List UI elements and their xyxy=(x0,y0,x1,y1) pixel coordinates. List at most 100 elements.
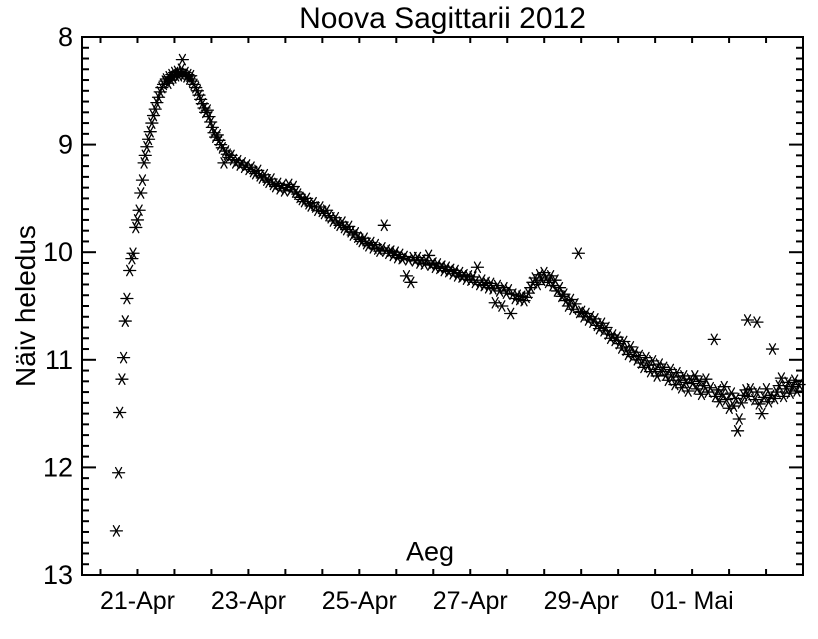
data-point-marker xyxy=(730,424,745,437)
data-point-marker xyxy=(757,391,771,404)
data-point-marker xyxy=(204,116,218,128)
data-point-marker xyxy=(399,270,414,282)
x-tick-label: 01- Mai xyxy=(650,587,733,615)
data-point-marker xyxy=(475,274,489,287)
x-tick-label: 29-Apr xyxy=(544,587,619,615)
x-tick-label: 21-Apr xyxy=(100,587,175,615)
data-point-marker xyxy=(544,270,558,282)
data-point-marker xyxy=(592,322,607,335)
data-point-marker xyxy=(546,279,560,292)
data-point-marker xyxy=(275,179,289,192)
data-point-marker xyxy=(504,307,518,320)
data-point-marker xyxy=(650,370,664,382)
data-point-marker xyxy=(563,293,578,306)
data-point-marker xyxy=(792,378,806,391)
data-point-marker xyxy=(623,341,638,353)
data-point-marker xyxy=(410,251,425,264)
data-point-marker xyxy=(210,129,224,141)
y-tick-label: 11 xyxy=(45,345,73,375)
data-point-marker xyxy=(501,284,516,296)
data-point-marker xyxy=(621,348,635,361)
data-point-marker xyxy=(402,253,416,266)
y-tick-label: 12 xyxy=(43,452,73,482)
data-point-marker xyxy=(129,221,143,234)
data-point-marker xyxy=(448,264,462,277)
data-point-marker xyxy=(497,281,511,294)
data-point-marker xyxy=(120,292,134,305)
data-point-marker xyxy=(768,392,782,405)
data-point-marker xyxy=(137,157,151,169)
data-point-marker xyxy=(752,398,766,410)
y-tick-label: 13 xyxy=(43,560,73,590)
data-point-marker xyxy=(572,306,587,319)
data-point-marker xyxy=(140,140,154,153)
data-point-marker xyxy=(595,317,609,330)
data-point-marker xyxy=(419,254,434,267)
data-point-marker xyxy=(132,204,146,217)
data-point-marker xyxy=(688,370,702,382)
x-axis-title: Aeg xyxy=(405,536,455,567)
data-points xyxy=(109,53,806,537)
data-point-marker xyxy=(184,69,198,82)
y-tick-label: 10 xyxy=(43,237,73,267)
data-point-marker xyxy=(377,219,391,232)
data-point-marker xyxy=(583,310,598,323)
data-point-marker xyxy=(145,117,159,129)
data-point-marker xyxy=(130,214,145,226)
data-point-marker xyxy=(175,53,190,66)
data-point-marker xyxy=(719,393,734,406)
data-point-marker xyxy=(141,133,156,146)
data-point-marker xyxy=(466,271,480,283)
data-point-marker xyxy=(599,321,613,334)
data-point-marker xyxy=(575,305,589,318)
x-tick-label: 23-Apr xyxy=(211,587,286,615)
data-point-marker xyxy=(614,342,629,354)
data-point-marker xyxy=(126,247,140,260)
data-point-marker xyxy=(765,343,780,355)
data-point-marker xyxy=(484,277,498,290)
data-point-marker xyxy=(388,246,403,259)
data-point-marker xyxy=(755,407,769,420)
y-tick-label: 9 xyxy=(58,130,73,160)
data-point-marker xyxy=(648,363,662,376)
data-point-marker xyxy=(717,380,731,393)
data-point-marker xyxy=(672,374,686,387)
data-point-marker xyxy=(282,178,296,191)
data-point-marker xyxy=(732,413,746,425)
plot-frame xyxy=(81,36,804,576)
data-point-marker xyxy=(783,387,797,400)
data-point-marker xyxy=(781,376,795,389)
data-point-marker xyxy=(530,278,544,291)
data-point-marker xyxy=(151,91,166,104)
data-point-marker xyxy=(111,466,126,479)
data-point-marker xyxy=(404,276,418,289)
data-point-marker xyxy=(606,329,620,341)
data-point-marker xyxy=(495,300,509,312)
data-point-marker xyxy=(779,383,793,395)
data-point-marker xyxy=(632,349,647,362)
data-point-marker xyxy=(113,406,127,419)
data-point-marker xyxy=(468,276,482,289)
data-point-marker xyxy=(123,264,137,277)
data-point-marker xyxy=(150,96,164,109)
data-point-marker xyxy=(790,385,804,397)
data-point-marker xyxy=(715,388,729,401)
data-point-marker xyxy=(785,380,800,393)
data-point-marker xyxy=(707,333,721,346)
data-point-marker xyxy=(734,396,749,409)
data-point-marker xyxy=(692,375,706,388)
data-point-marker xyxy=(470,261,485,274)
data-point-marker xyxy=(138,149,152,162)
data-point-marker xyxy=(748,393,762,406)
data-point-marker xyxy=(571,247,586,260)
data-point-marker xyxy=(750,316,764,328)
x-tick-label: 25-Apr xyxy=(322,587,397,615)
data-point-marker xyxy=(740,314,755,326)
data-point-marker xyxy=(788,374,802,387)
data-point-marker xyxy=(722,402,736,415)
data-point-marker xyxy=(490,279,505,292)
data-point-marker xyxy=(200,104,214,117)
data-point-marker xyxy=(109,525,124,537)
data-point-marker xyxy=(535,274,549,287)
